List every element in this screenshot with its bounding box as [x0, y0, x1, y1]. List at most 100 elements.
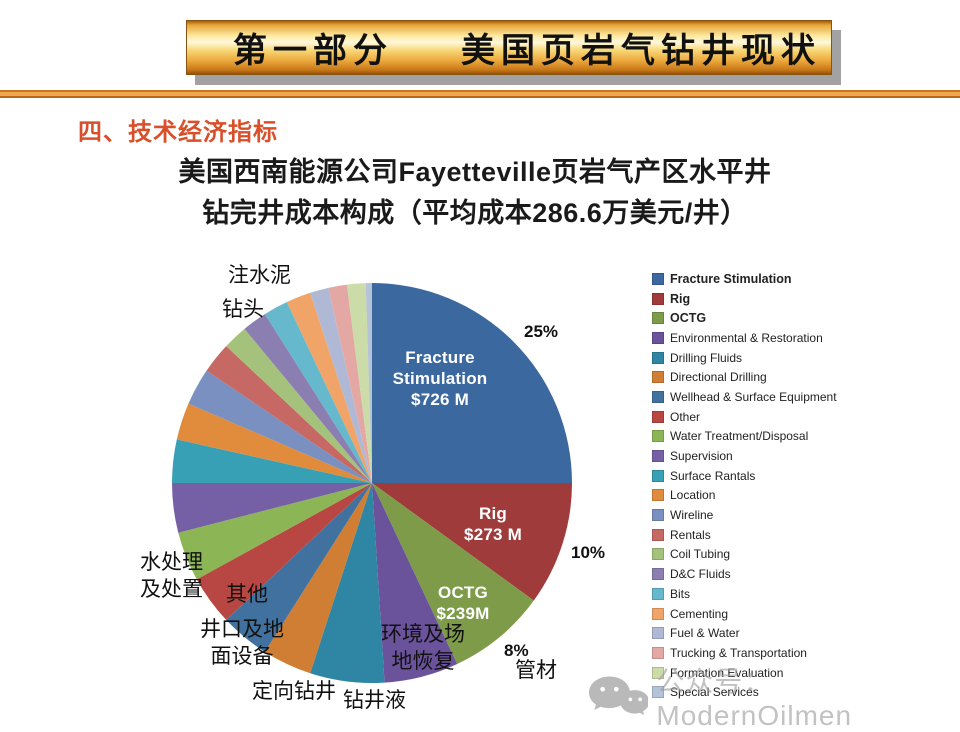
pie-slice-fracture-stimulation — [372, 283, 572, 483]
legend-item: Rig — [652, 289, 952, 309]
banner-title-label: 美国页岩气钻井现状 — [461, 33, 821, 70]
pie-slice-d-c-fluids — [244, 314, 372, 483]
legend-label: Coil Tubing — [670, 547, 731, 562]
legend-label: D&C Fluids — [670, 567, 731, 582]
pie-slice-directional-drilling — [264, 483, 372, 674]
legend-swatch — [652, 489, 664, 502]
legend-swatch — [652, 587, 664, 600]
chart-title-line2: 钻完井成本构成（平均成本286.6万美元/井） — [202, 198, 748, 228]
pie-slice-surface-rantals — [172, 439, 372, 483]
legend-label: OCTG — [670, 311, 707, 326]
legend-item: Environmental & Restoration — [652, 328, 952, 348]
legend-label: Wireline — [670, 508, 714, 523]
callout-drilling-fluids: 钻井液 — [343, 689, 406, 712]
legend-item: Rentals — [652, 525, 952, 545]
pie-slice-drilling-fluids — [310, 483, 385, 684]
legend-swatch — [652, 548, 664, 561]
legend-swatch — [652, 568, 664, 581]
legend-item: Coil Tubing — [652, 545, 952, 565]
callout-environmental: 环境及场 地恢复 — [381, 623, 465, 673]
legend-swatch — [652, 686, 664, 699]
legend-item: Location — [652, 486, 952, 506]
callout-pipe: 管材 — [515, 659, 557, 682]
legend-label: Environmental & Restoration — [670, 330, 823, 345]
banner-part-label: 第一部分 — [233, 33, 393, 70]
header-divider-line — [0, 90, 960, 98]
pie-slice-rentals — [206, 346, 372, 483]
legend-label: Cementing — [670, 606, 729, 621]
legend-item: Other — [652, 407, 952, 427]
pie-slice-environmental-restoration — [372, 483, 458, 683]
legend-swatch — [652, 351, 664, 364]
legend-swatch — [652, 390, 664, 403]
pie-slice-bits — [264, 302, 372, 483]
legend-label: Rig — [670, 291, 691, 306]
legend-swatch — [652, 646, 664, 659]
slide-title-banner: 第一部分 美国页岩气钻井现状 — [186, 20, 832, 75]
legend-label: Fracture Stimulation — [670, 271, 792, 286]
legend-label: Bits — [670, 586, 691, 601]
legend-swatch — [652, 430, 664, 443]
pie-slice-location — [176, 403, 372, 483]
legend-swatch — [652, 666, 664, 679]
legend-label: Other — [670, 409, 701, 424]
legend-swatch — [652, 331, 664, 344]
callout-other: 其他 — [226, 583, 268, 606]
legend-item: Wellhead & Surface Equipment — [652, 387, 952, 407]
percent-label-8: 8% — [504, 641, 529, 660]
pie-slice-octg — [372, 483, 534, 664]
callout-water-treatment: 水处理 及处置 — [140, 551, 203, 601]
legend-item: OCTG — [652, 308, 952, 328]
legend-item: D&C Fluids — [652, 564, 952, 584]
pie-slice-rig — [372, 483, 572, 601]
percent-label-10: 10% — [571, 543, 606, 562]
pie-slice-fuel-water — [310, 287, 372, 483]
legend-item: Special Services — [652, 682, 952, 702]
chart-title: 美国西南能源公司Fayetteville页岩气产区水平井 钻完井成本构成（平均成… — [55, 152, 895, 234]
legend-label: Supervision — [670, 449, 733, 464]
pie-slice-wireline — [188, 370, 372, 483]
legend-label: Surface Rantals — [670, 468, 756, 483]
legend-swatch — [652, 607, 664, 620]
legend-swatch — [652, 410, 664, 423]
chart-legend: Fracture Stimulation Rig OCTG Environmental… — [652, 269, 952, 702]
section-heading: 四、技术经济指标 — [78, 119, 278, 146]
legend-item: Directional Drilling — [652, 367, 952, 387]
legend-item: Cementing — [652, 604, 952, 624]
legend-item: Trucking & Transportation — [652, 643, 952, 663]
pie-slice-water-treatment-disposal — [178, 483, 372, 580]
legend-item: Fracture Stimulation — [652, 269, 952, 289]
legend-swatch — [652, 528, 664, 541]
legend-label: Water Treatment/Disposal — [670, 429, 809, 444]
legend-item: Supervision — [652, 446, 952, 466]
legend-label: Fuel & Water — [670, 626, 740, 641]
legend-label: Directional Drilling — [670, 370, 767, 385]
legend-item: Formation Evaluation — [652, 663, 952, 683]
pie-slice-supervision — [172, 483, 372, 533]
callout-directional-drilling: 定向钻井 — [252, 680, 336, 703]
pie-slice-cementing — [286, 292, 372, 483]
legend-swatch — [652, 371, 664, 384]
percent-label-25: 25% — [524, 322, 559, 341]
legend-swatch — [652, 469, 664, 482]
legend-label: Drilling Fluids — [670, 350, 743, 365]
legend-item: Bits — [652, 584, 952, 604]
legend-swatch — [652, 450, 664, 463]
callout-cementing: 注水泥 — [228, 264, 291, 287]
legend-label: Location — [670, 488, 716, 503]
legend-swatch — [652, 627, 664, 640]
pie-slice-trucking-transportation — [328, 284, 372, 483]
callout-bits: 钻头 — [222, 298, 264, 321]
legend-item: Water Treatment/Disposal — [652, 427, 952, 447]
slice-label-fracture-stimulation: Fracture Stimulation $726 M — [392, 348, 488, 409]
callout-wellhead: 井口及地 面设备 — [200, 618, 284, 668]
slice-label-rig: Rig $273 M — [464, 504, 522, 544]
pie-slice-special-services — [365, 283, 372, 483]
slice-label-octg: OCTG $239M — [436, 583, 490, 623]
legend-label: Formation Evaluation — [670, 665, 784, 680]
pie-slice-wellhead-surface-equipment — [226, 483, 372, 652]
legend-label: Trucking & Transportation — [670, 645, 807, 660]
legend-item: Drilling Fluids — [652, 348, 952, 368]
chart-title-line1: 美国西南能源公司Fayetteville页岩气产区水平井 — [178, 157, 772, 187]
